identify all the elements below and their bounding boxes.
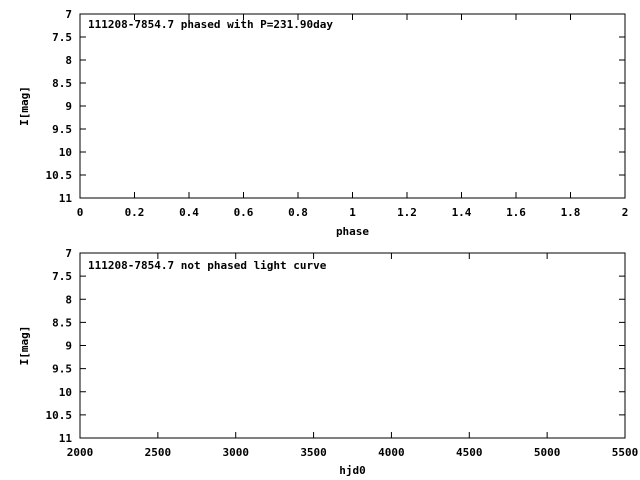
y-tick-label: 7 bbox=[65, 247, 72, 260]
y-tick-label: 8.5 bbox=[52, 77, 72, 90]
x-tick-label: 0.4 bbox=[179, 206, 199, 219]
x-tick-label: 2 bbox=[622, 206, 629, 219]
x-tick-label: 4500 bbox=[456, 446, 483, 459]
x-tick-label: 3500 bbox=[300, 446, 327, 459]
y-tick-label: 7 bbox=[65, 8, 72, 21]
y-tick-label: 9.5 bbox=[52, 363, 72, 376]
x-tick-label: 1.8 bbox=[561, 206, 581, 219]
y-tick-label: 9 bbox=[65, 340, 72, 353]
x-tick-label: 4000 bbox=[378, 446, 405, 459]
y-tick-label: 10 bbox=[59, 386, 72, 399]
chart-title: 111208-7854.7 not phased light curve bbox=[88, 259, 327, 272]
plot-frame bbox=[79, 252, 626, 439]
x-axis-label: hjd0 bbox=[339, 464, 366, 477]
y-tick-label: 8 bbox=[65, 54, 72, 67]
x-tick-label: 1.6 bbox=[506, 206, 526, 219]
x-tick-label: 0.6 bbox=[234, 206, 254, 219]
x-tick-label: 5500 bbox=[612, 446, 639, 459]
x-tick-label: 2000 bbox=[67, 446, 94, 459]
x-tick-label: 2500 bbox=[145, 446, 172, 459]
x-tick-label: 0.8 bbox=[288, 206, 308, 219]
x-tick-label: 5000 bbox=[534, 446, 561, 459]
x-tick-label: 1 bbox=[349, 206, 356, 219]
y-tick-label: 9.5 bbox=[52, 123, 72, 136]
plot-frame bbox=[79, 13, 626, 199]
y-tick-label: 8.5 bbox=[52, 316, 72, 329]
chart-title: 111208-7854.7 phased with P=231.90day bbox=[88, 18, 333, 31]
y-tick-label: 8 bbox=[65, 293, 72, 306]
y-tick-label: 7.5 bbox=[52, 270, 72, 283]
x-tick-label: 3000 bbox=[222, 446, 249, 459]
phased-light-curve-panel: 0 0.2 0.4 0.6 0.8 1 1.2 1.4 1.6 1.8 2 7 7.5 8 8.5 9 9.5 1… bbox=[18, 8, 628, 238]
y-tick-label: 10 bbox=[59, 146, 72, 159]
y-tick-label: 11 bbox=[59, 432, 73, 445]
unphased-light-curve-panel: 2000 2500 3000 3500 4000 4500 5000 5500 7 7.5 8 8.5… bbox=[18, 247, 638, 477]
x-tick-label: 0.2 bbox=[125, 206, 145, 219]
y-axis-label: I[mag] bbox=[18, 86, 31, 126]
x-tick-label: 1.4 bbox=[452, 206, 472, 219]
y-tick-label: 10.5 bbox=[46, 169, 73, 182]
y-axis-label: I[mag] bbox=[18, 326, 31, 366]
x-tick-label: 0 bbox=[77, 206, 84, 219]
y-tick-label: 10.5 bbox=[46, 409, 73, 422]
y-tick-label: 7.5 bbox=[52, 31, 72, 44]
x-tick-label: 1.2 bbox=[397, 206, 417, 219]
y-tick-label: 9 bbox=[65, 100, 72, 113]
x-axis-label: phase bbox=[336, 225, 369, 238]
y-tick-label: 11 bbox=[59, 192, 73, 205]
